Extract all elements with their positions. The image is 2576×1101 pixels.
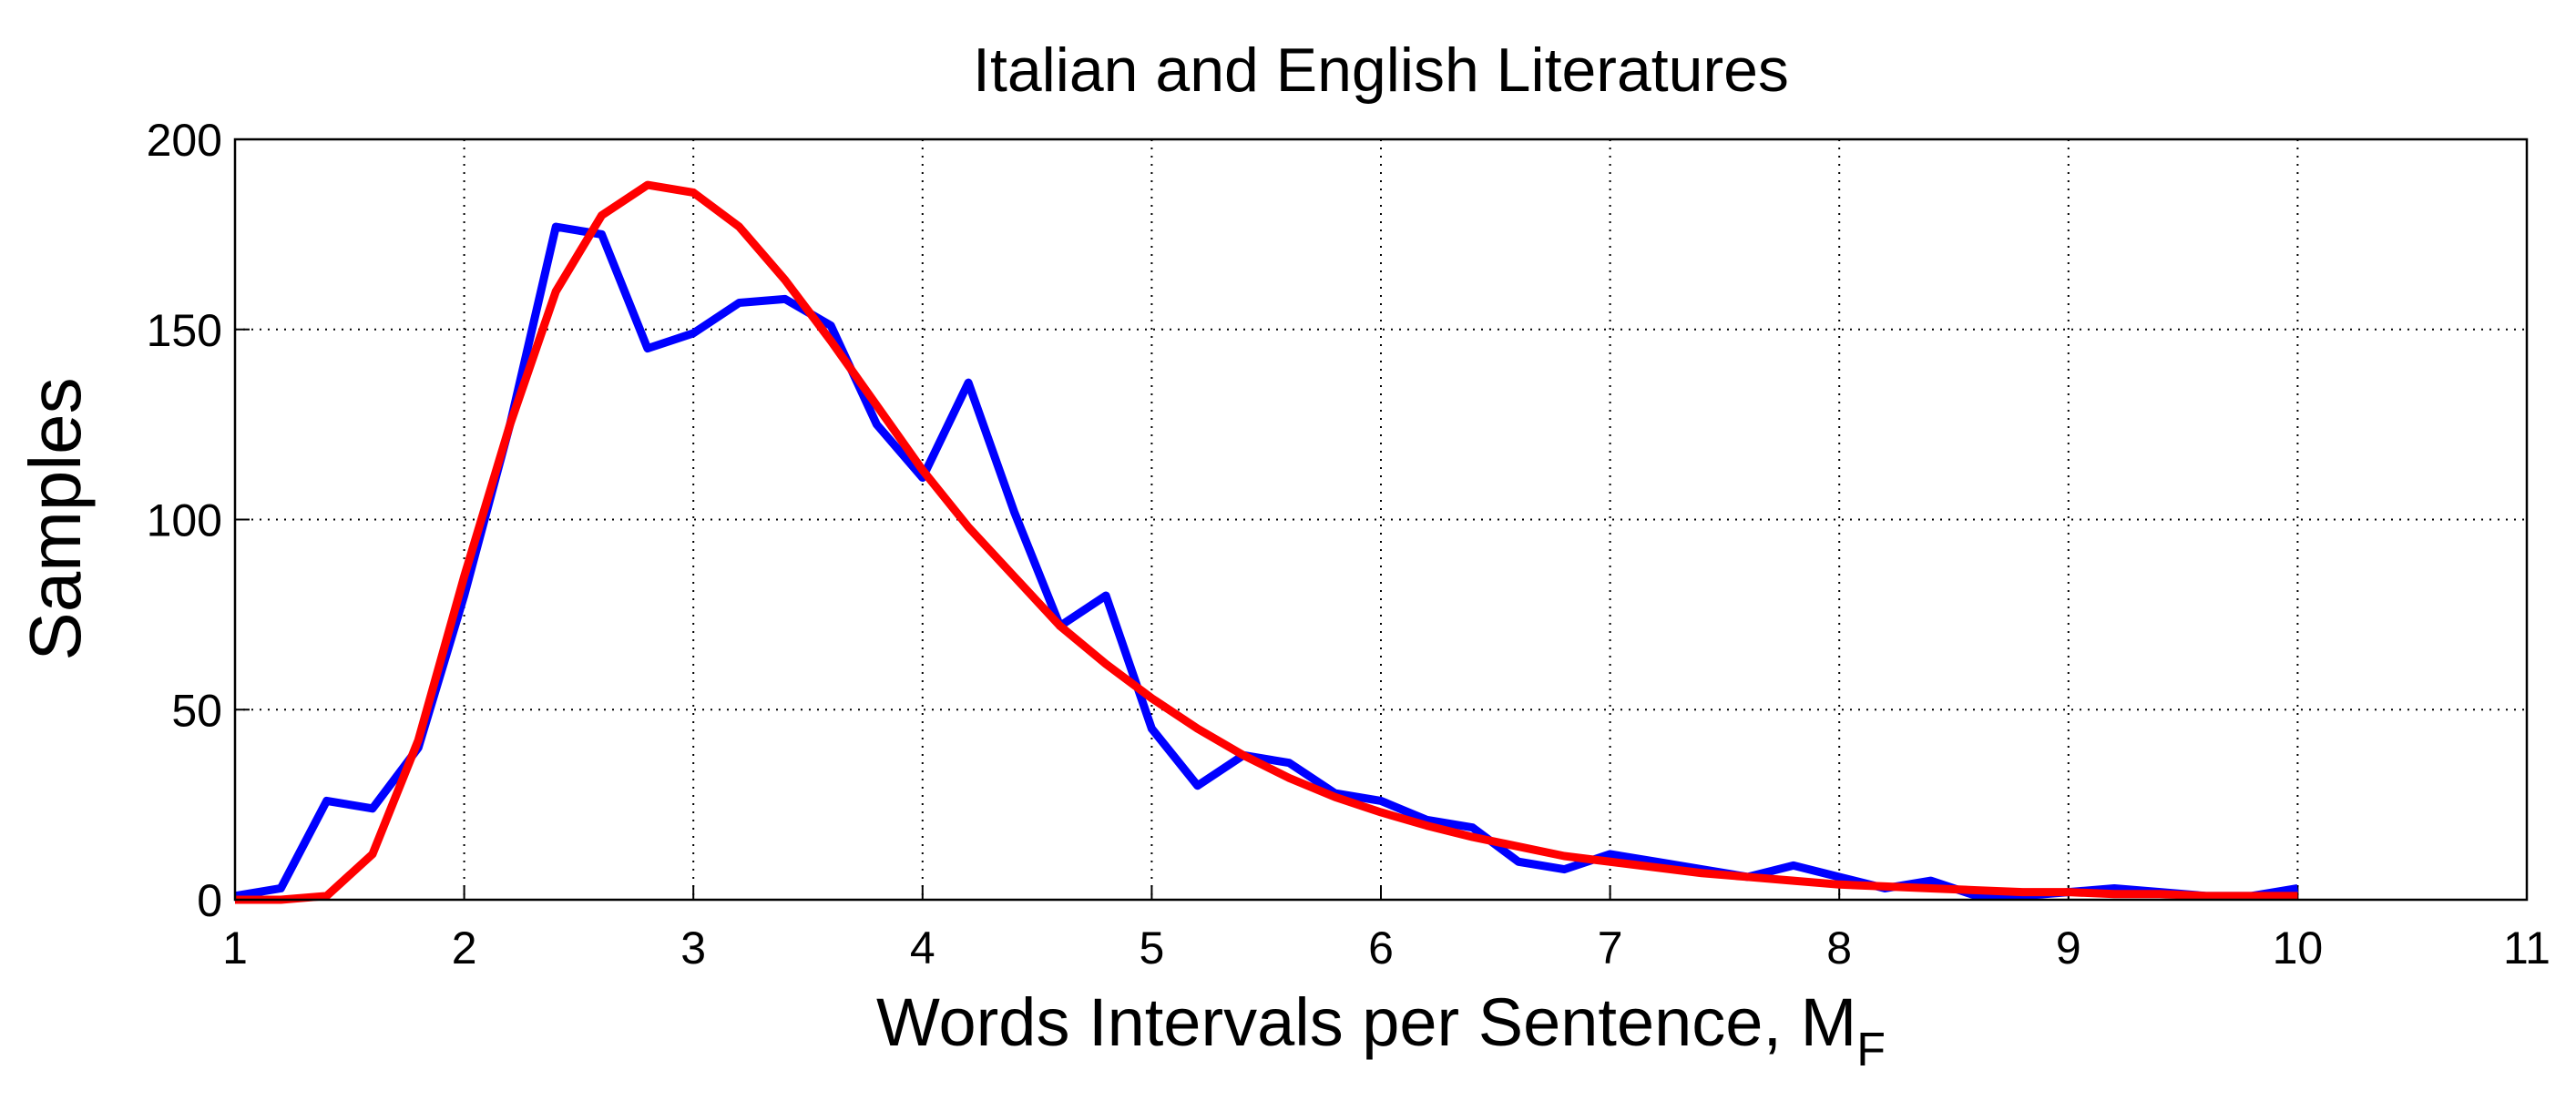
x-tick-label: 5 [1139,923,1164,974]
x-axis-label-main: Words Intervals per Sentence, M [876,984,1856,1060]
x-tick-label: 2 [452,923,477,974]
y-axis-label: Samples [15,377,96,660]
x-axis-label: Words Intervals per Sentence, MF [876,984,1886,1076]
x-tick-label: 4 [910,923,935,974]
x-tick-label: 7 [1598,923,1623,974]
chart-title: Italian and English Literatures [973,36,1789,105]
x-tick-label: 9 [2056,923,2081,974]
x-tick-label: 3 [680,923,706,974]
y-tick-label: 50 [171,685,222,736]
plot-frame [233,138,2529,902]
x-tick-label: 8 [1826,923,1852,974]
x-tick-label: 1 [222,923,248,974]
x-tick-label: 10 [2273,923,2324,974]
x-axis-label-subscript: F [1856,1024,1886,1076]
x-tick-label: 6 [1368,923,1394,974]
y-tick-label: 200 [147,115,222,166]
x-tick-label: 11 [2503,923,2550,974]
y-tick-label: 0 [197,875,222,926]
data-line [235,180,2298,904]
y-tick-label: 150 [147,305,222,356]
y-tick-label: 100 [147,495,222,546]
